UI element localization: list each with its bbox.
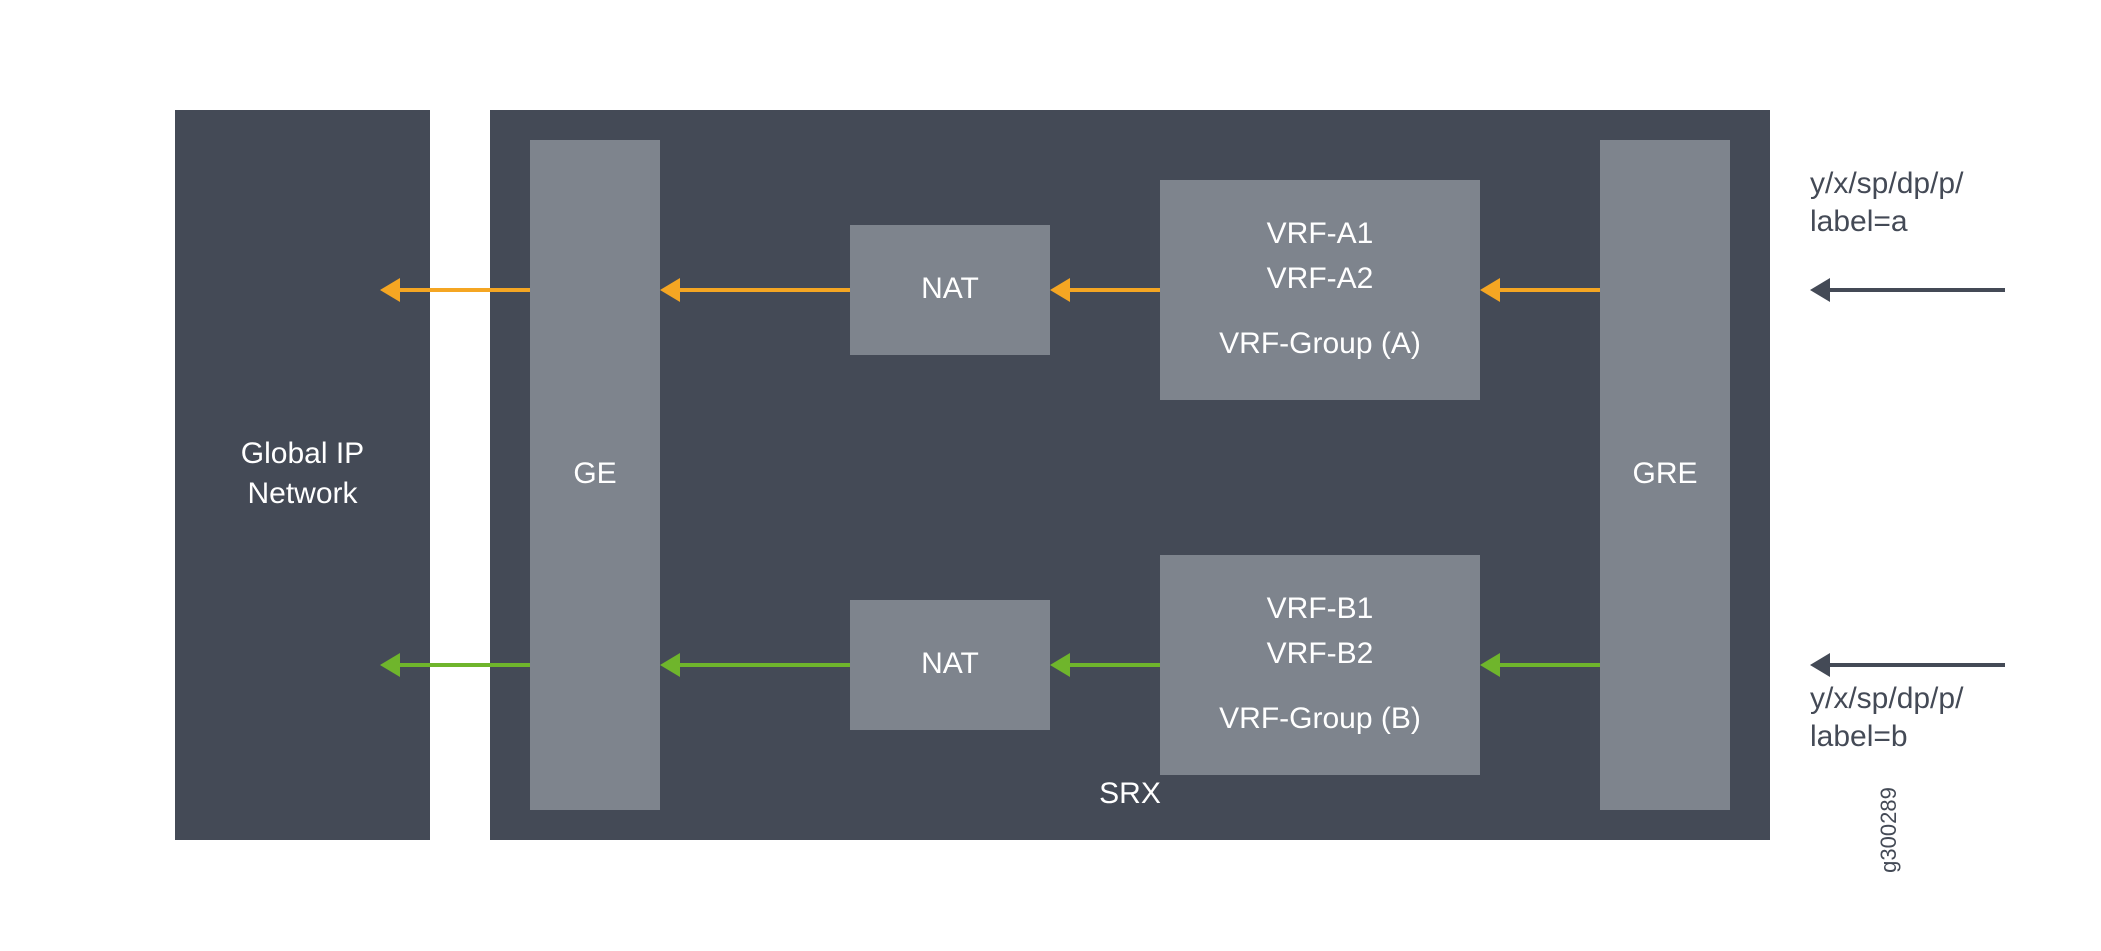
global-ip-label-2: Network	[247, 477, 358, 510]
flow-b-label-1: y/x/sp/dp/p/	[1810, 682, 1964, 715]
nat-a-label: NAT	[921, 272, 979, 305]
vrf-a-line2: VRF-A2	[1267, 262, 1374, 295]
vrf-b-line1: VRF-B1	[1267, 592, 1374, 625]
nat-b-label: NAT	[921, 647, 979, 680]
flow-a-label-1: y/x/sp/dp/p/	[1810, 167, 1964, 200]
srx-box	[490, 110, 1770, 840]
srx-label: SRX	[1099, 777, 1161, 810]
vrf-a-line3: VRF-Group (A)	[1219, 327, 1421, 360]
global-ip-label-1: Global IP	[241, 437, 364, 470]
vrf-b-line3: VRF-Group (B)	[1219, 702, 1421, 735]
vrf-a-line1: VRF-A1	[1267, 217, 1374, 250]
flow-b-label-2: label=b	[1810, 720, 1908, 753]
ge-label: GE	[573, 457, 616, 490]
vrf-b-line2: VRF-B2	[1267, 637, 1374, 670]
figure-id: g300289	[1876, 787, 1901, 873]
gre-label: GRE	[1632, 457, 1697, 490]
global-ip-box	[175, 110, 430, 840]
flow-a-label-2: label=a	[1810, 205, 1908, 238]
